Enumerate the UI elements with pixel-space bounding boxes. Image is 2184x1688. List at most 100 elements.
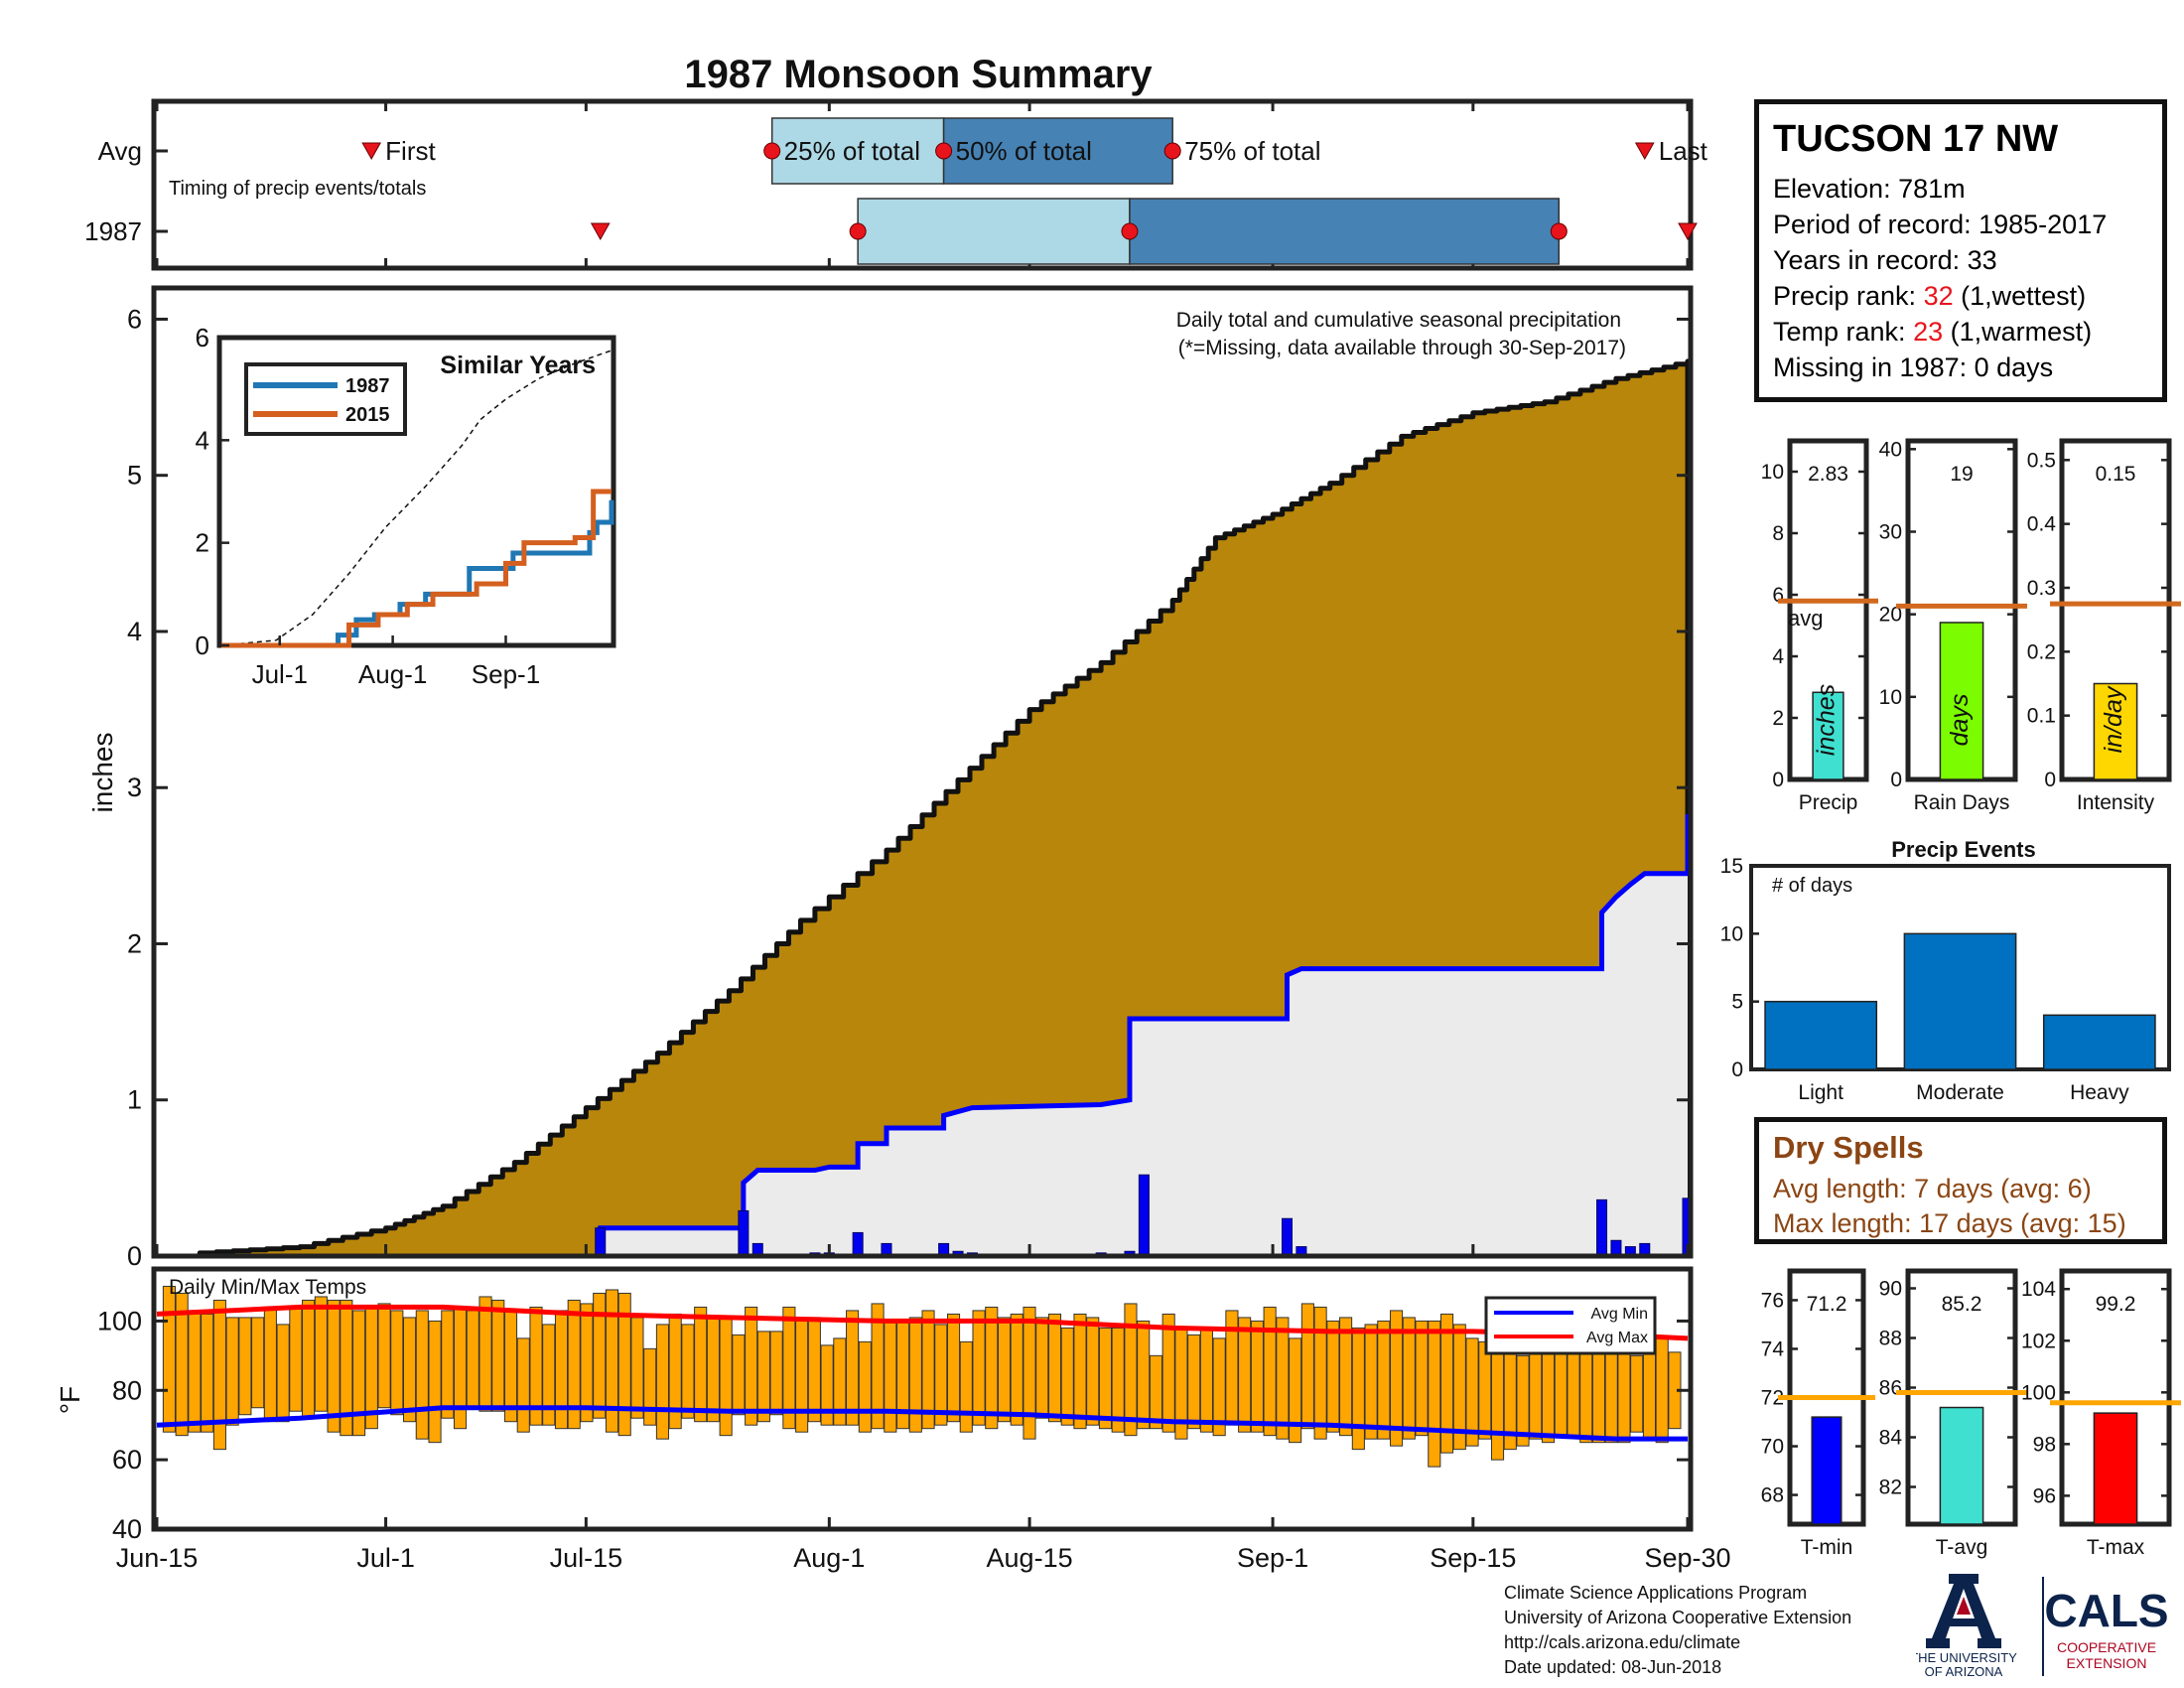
timing-first-last-marker [361,142,382,161]
panel-y-tick-label: 0.4 [2027,513,2057,536]
panel-y-tick-label: 10 [1879,686,1902,709]
daily-temp-bar [1010,1313,1024,1426]
panel-category-label: T-max [2087,1536,2145,1559]
panel-value-label: 99.2 [2096,1293,2136,1316]
daily-temp-bar [516,1337,530,1433]
x-tick-label: Sep-15 [1430,1543,1516,1573]
daily-temp-bar [1149,1354,1162,1430]
event-category-label: Moderate [1916,1081,2004,1104]
daily-temp-bar [934,1324,948,1426]
panel-value-bar [2093,682,2138,780]
panel-y-tick-label: 0 [1890,769,1902,791]
panel-unit-label: in/day [2100,685,2127,753]
panel-y-tick-label: 2 [1772,707,1784,730]
timing-caption: Timing of precip events/totals [169,178,426,200]
panel-value-bar [1939,622,1984,780]
daily-temp-bar [605,1289,619,1433]
daily-temp-bar [1541,1344,1556,1444]
timing-percent-marker [935,142,953,160]
temp-y-tick-label: 60 [112,1445,142,1475]
daily-temp-bar [1377,1320,1391,1440]
temp-legend-label: Avg Max [1586,1330,1648,1346]
events-y-tick-label: 5 [1731,991,1743,1014]
inset-y-tick-label: 6 [196,323,209,352]
panel-y-tick-label: 104 [2021,1278,2056,1301]
daily-temp-bar [959,1340,973,1433]
temp-legend-box [1484,1296,1657,1355]
daily-temp-bar [1339,1317,1353,1437]
x-tick-label: Sep-1 [1237,1543,1308,1573]
daily-temp-bar [921,1310,935,1430]
panel-category-label: Rain Days [1914,791,2010,814]
panel-value-label: 85.2 [1942,1293,1982,1316]
precip-rank-value: 32 [1923,281,1954,311]
temp-legend-label: Avg Min [1590,1306,1648,1323]
daily-temp-bar [1276,1317,1290,1440]
panel-value-label: 71.2 [1807,1293,1847,1316]
daily-temp-bar [706,1317,720,1423]
daily-temp-bar [415,1310,429,1440]
daily-temp-bar [1452,1324,1466,1451]
daily-temp-bar [655,1324,669,1440]
daily-temp-bar [1098,1327,1113,1430]
main-y-axis-label: inches [87,733,118,813]
temp-rank-value: 23 [1913,317,1944,347]
panel-y-tick-label: 4 [1772,645,1784,668]
panel-y-tick-label: 0 [2044,769,2056,791]
daily-precip-bar [595,1227,607,1257]
similar-years-inset: 0 2 4 6 Jul-1 Aug-1 Sep-1 Similar Years 1987 2015 [196,323,616,689]
temp-y-tick-label: 100 [97,1306,142,1336]
ua-name-line2: OF ARIZONA [1925,1664,2003,1678]
timing-percent-marker [1163,142,1181,160]
inset-legend-label: 2015 [345,404,390,426]
panel-category-label: Precip [1799,791,1858,814]
university-logo: THE UNIVERSITY OF ARIZONA CALS COOPERATI… [1916,1574,2169,1678]
ua-block-a-icon [1926,1574,2001,1648]
panel-y-tick-label: 8 [1772,522,1784,545]
temp-caption: Daily Min/Max Temps [169,1276,366,1299]
event-bar [1764,1000,1878,1070]
daily-temp-bar [985,1306,999,1430]
inset-series-line [221,489,612,648]
daily-temp-bar [225,1317,239,1426]
inset-legend-label: 1987 [345,375,390,397]
station-precip-rank: Precip rank: 32 (1,wettest) [1773,278,2148,314]
daily-temp-bar [756,1331,770,1423]
panel-y-tick-label: 102 [2021,1330,2056,1352]
daily-temp-bar [403,1317,417,1423]
daily-temp-bar [946,1313,961,1423]
x-tick-label: Jul-1 [356,1543,415,1573]
daily-temp-bar [1238,1317,1252,1433]
station-info-box: TUCSON 17 NW Elevation: 781m Period of r… [1754,99,2167,402]
daily-temp-bar [289,1306,303,1412]
panel-y-tick-label: 88 [1879,1328,1902,1350]
panel-avg-label: avg [1788,606,1823,631]
timing-first-label: First [385,136,436,166]
avg-min-temp-line [156,1405,1688,1442]
panel-y-tick-label: 84 [1879,1427,1903,1450]
credits: Climate Science Applications Program Uni… [1504,1581,1851,1680]
daily-temp-bar [441,1310,455,1419]
daily-temp-bar [617,1292,631,1437]
precip-events-chart: Light Moderate Heavy 0 5 10 15 Precip Events # o… [1720,837,2171,1104]
precip-rank-label: Precip rank: [1773,281,1924,311]
cals-line1: COOPERATIVE [2057,1639,2156,1655]
credits-line: Date updated: 08-Jun-2018 [1504,1657,1722,1677]
daily-temp-bar [1439,1313,1454,1454]
x-tick-label: Jul-15 [550,1543,623,1573]
panel-y-tick-label: 96 [2033,1484,2056,1507]
figure-title: 1987 Monsoon Summary [684,53,1153,96]
panel-category-label: T-avg [1936,1536,1988,1559]
credits-line: University of Arizona Cooperative Extens… [1504,1608,1852,1627]
panel-y-tick-label: 74 [1761,1337,1785,1360]
daily-precip-bar [1281,1217,1293,1257]
daily-temp-bar [1124,1303,1138,1437]
daily-temp-bar [719,1317,733,1437]
panel-y-tick-label: 86 [1879,1377,1902,1400]
dry-spells-max: Max length: 17 days (avg: 15) [1773,1208,2126,1238]
daily-temp-bar [908,1317,922,1433]
daily-temp-bar [1591,1340,1606,1444]
main-y-tick-label: 0 [127,1241,142,1271]
main-y-tick-label: 2 [127,928,142,958]
daily-temp-bar [175,1292,189,1437]
